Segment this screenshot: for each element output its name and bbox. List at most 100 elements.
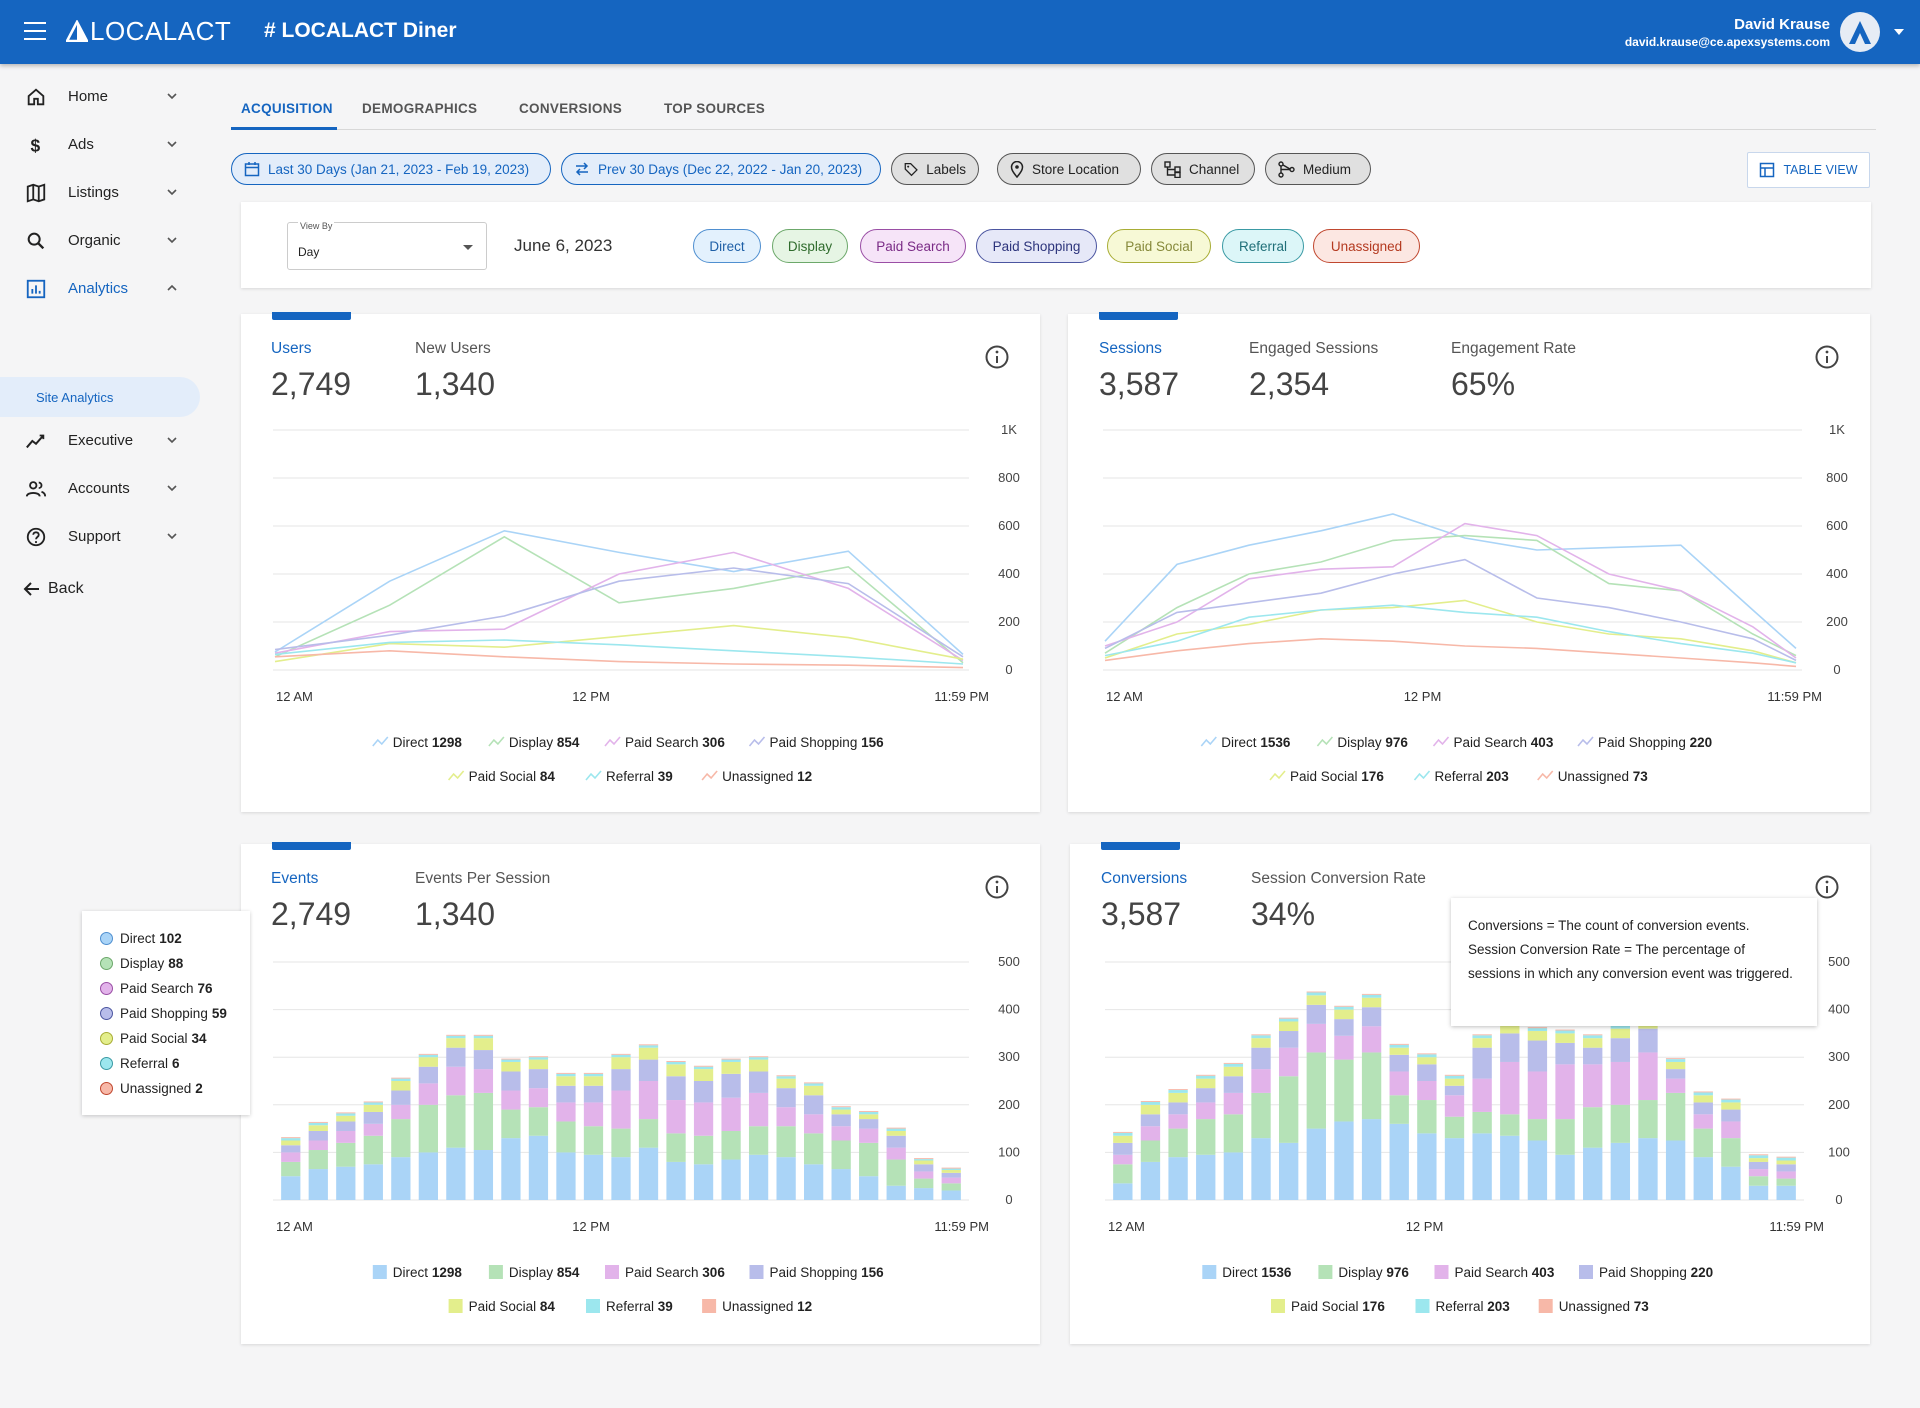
bar-segment-paid-social[interactable] xyxy=(831,1109,851,1115)
bar-segment-paid-search[interactable] xyxy=(1610,1061,1631,1105)
bar-segment-unassigned[interactable] xyxy=(1583,1034,1603,1036)
bar-segment-display[interactable] xyxy=(1223,1114,1244,1153)
bar-segment-direct[interactable] xyxy=(1527,1140,1548,1201)
bar-segment-paid-shopping[interactable] xyxy=(1306,1004,1326,1024)
bar-segment-direct[interactable] xyxy=(1638,1138,1658,1200)
info-icon[interactable] xyxy=(985,875,1009,899)
bar-segment-display[interactable] xyxy=(1748,1176,1769,1186)
bar-segment-referral[interactable] xyxy=(1251,1035,1271,1039)
bar-segment-unassigned[interactable] xyxy=(446,1034,466,1036)
conversions-metric[interactable]: Conversions 3,587 xyxy=(1101,870,1187,933)
bar-segment-paid-search[interactable] xyxy=(391,1104,411,1120)
view-by-select[interactable]: View By Day xyxy=(287,221,487,270)
bar-segment-display[interactable] xyxy=(1334,1059,1354,1122)
legend-item-direct[interactable]: Direct 1298 xyxy=(372,735,463,750)
bar-segment-unassigned[interactable] xyxy=(776,1075,796,1077)
bar-segment-display[interactable] xyxy=(1638,1100,1658,1139)
user-menu-caret-icon[interactable] xyxy=(1894,29,1904,35)
bar-segment-direct[interactable] xyxy=(1140,1161,1161,1200)
bar-segment-referral[interactable] xyxy=(1140,1101,1161,1105)
bar-segment-display[interactable] xyxy=(1527,1119,1548,1141)
bar-segment-direct[interactable] xyxy=(528,1135,549,1200)
bar-segment-paid-shopping[interactable] xyxy=(693,1081,714,1103)
bar-segment-referral[interactable] xyxy=(281,1138,301,1141)
bar-segment-paid-social[interactable] xyxy=(804,1085,824,1096)
bar-segment-paid-social[interactable] xyxy=(1417,1057,1437,1065)
bar-segment-paid-search[interactable] xyxy=(528,1088,549,1108)
bar-segment-paid-social[interactable] xyxy=(1334,1009,1354,1020)
bar-segment-display[interactable] xyxy=(391,1119,411,1158)
bar-segment-unassigned[interactable] xyxy=(1665,1058,1686,1060)
bar-segment-direct[interactable] xyxy=(1113,1183,1133,1200)
series-line-paid-search[interactable] xyxy=(274,551,964,662)
bar-segment-referral[interactable] xyxy=(1306,992,1326,996)
bar-segment-referral[interactable] xyxy=(1610,1025,1631,1029)
bar-segment-referral[interactable] xyxy=(886,1128,906,1131)
bar-segment-paid-search[interactable] xyxy=(638,1081,659,1120)
bar-segment-display[interactable] xyxy=(1168,1128,1188,1158)
chart-events[interactable]: 0 100 200 300 400 500 12 AM 12 PM 11:59 PM Direct… xyxy=(241,844,1040,1344)
bar-segment-referral[interactable] xyxy=(914,1159,934,1161)
bar-segment-direct[interactable] xyxy=(1472,1133,1492,1200)
bar-segment-referral[interactable] xyxy=(363,1102,383,1105)
bar-segment-display[interactable] xyxy=(1444,1116,1465,1139)
bar-segment-unassigned[interactable] xyxy=(886,1127,906,1129)
bar-segment-unassigned[interactable] xyxy=(528,1056,549,1058)
bar-segment-direct[interactable] xyxy=(1500,1135,1520,1200)
bar-segment-paid-shopping[interactable] xyxy=(583,1085,604,1103)
bar-segment-paid-search[interactable] xyxy=(886,1147,906,1160)
bar-segment-direct[interactable] xyxy=(1168,1157,1188,1200)
bar-segment-paid-social[interactable] xyxy=(941,1170,961,1173)
bar-segment-referral[interactable] xyxy=(1776,1157,1796,1161)
bar-segment-paid-search[interactable] xyxy=(1665,1078,1686,1093)
store-location-chip[interactable]: Store Location xyxy=(997,153,1141,185)
bar-segment-paid-shopping[interactable] xyxy=(914,1164,934,1172)
bar-segment-unassigned[interactable] xyxy=(638,1044,659,1046)
tab-demographics[interactable]: DEMOGRAPHICS xyxy=(362,101,478,116)
bar-segment-referral[interactable] xyxy=(941,1168,961,1171)
bar-segment-unassigned[interactable] xyxy=(914,1158,934,1160)
chart-sessions[interactable]: 0 200 400 600 800 1K 12 AM 12 PM 11:59 PM Direct … xyxy=(1068,314,1870,812)
bar-segment-paid-social[interactable] xyxy=(1527,1031,1548,1041)
bar-segment-display[interactable] xyxy=(1610,1104,1631,1143)
bar-segment-paid-shopping[interactable] xyxy=(1168,1102,1188,1115)
bar-segment-paid-search[interactable] xyxy=(501,1090,521,1110)
bar-segment-direct[interactable] xyxy=(418,1152,438,1200)
bar-segment-paid-shopping[interactable] xyxy=(1721,1109,1741,1122)
bar-segment-display[interactable] xyxy=(418,1104,438,1153)
bar-segment-paid-social[interactable] xyxy=(363,1104,383,1112)
legend-item-display[interactable]: Display 854 xyxy=(488,1265,580,1280)
bar-segment-unassigned[interactable] xyxy=(1334,1005,1354,1007)
sidebar-item-home[interactable]: Home xyxy=(0,74,205,118)
bar-segment-unassigned[interactable] xyxy=(693,1065,714,1067)
bar-segment-unassigned[interactable] xyxy=(336,1112,356,1114)
bar-segment-unassigned[interactable] xyxy=(1417,1053,1437,1055)
bar-segment-paid-social[interactable] xyxy=(1361,997,1382,1008)
bar-segment-paid-search[interactable] xyxy=(1527,1071,1548,1120)
bar-segment-referral[interactable] xyxy=(1693,1092,1713,1096)
bar-segment-direct[interactable] xyxy=(583,1154,604,1200)
bar-segment-paid-search[interactable] xyxy=(1334,1035,1354,1060)
bar-segment-unassigned[interactable] xyxy=(1306,991,1326,993)
bar-segment-paid-search[interactable] xyxy=(1500,1061,1520,1115)
bar-segment-paid-shopping[interactable] xyxy=(1665,1069,1686,1079)
channel-pill-referral[interactable]: Referral xyxy=(1222,229,1304,263)
bar-segment-display[interactable] xyxy=(1665,1092,1686,1141)
bar-segment-paid-search[interactable] xyxy=(1196,1102,1216,1120)
legend-item-unassigned[interactable]: Unassigned 12 xyxy=(702,1299,812,1314)
bar-segment-paid-social[interactable] xyxy=(748,1059,769,1072)
bar-segment-display[interactable] xyxy=(941,1183,961,1191)
bar-segment-direct[interactable] xyxy=(1278,1142,1299,1200)
bar-segment-referral[interactable] xyxy=(1389,1044,1409,1048)
users-metric[interactable]: Users 2,749 xyxy=(271,340,351,403)
bar-segment-paid-shopping[interactable] xyxy=(611,1069,631,1091)
date-range-chip[interactable]: Last 30 Days (Jan 21, 2023 - Feb 19, 202… xyxy=(231,153,551,185)
legend-item-paid-shopping[interactable]: Paid Shopping 220 xyxy=(1579,1265,1713,1280)
logo[interactable]: LOCALACT xyxy=(66,14,231,48)
bar-segment-paid-shopping[interactable] xyxy=(1140,1114,1161,1127)
bar-segment-paid-shopping[interactable] xyxy=(886,1135,906,1148)
bar-segment-paid-shopping[interactable] xyxy=(721,1073,741,1098)
bar-segment-paid-shopping[interactable] xyxy=(1278,1031,1299,1048)
bar-segment-paid-shopping[interactable] xyxy=(1196,1088,1216,1103)
bar-segment-referral[interactable] xyxy=(1113,1132,1133,1136)
